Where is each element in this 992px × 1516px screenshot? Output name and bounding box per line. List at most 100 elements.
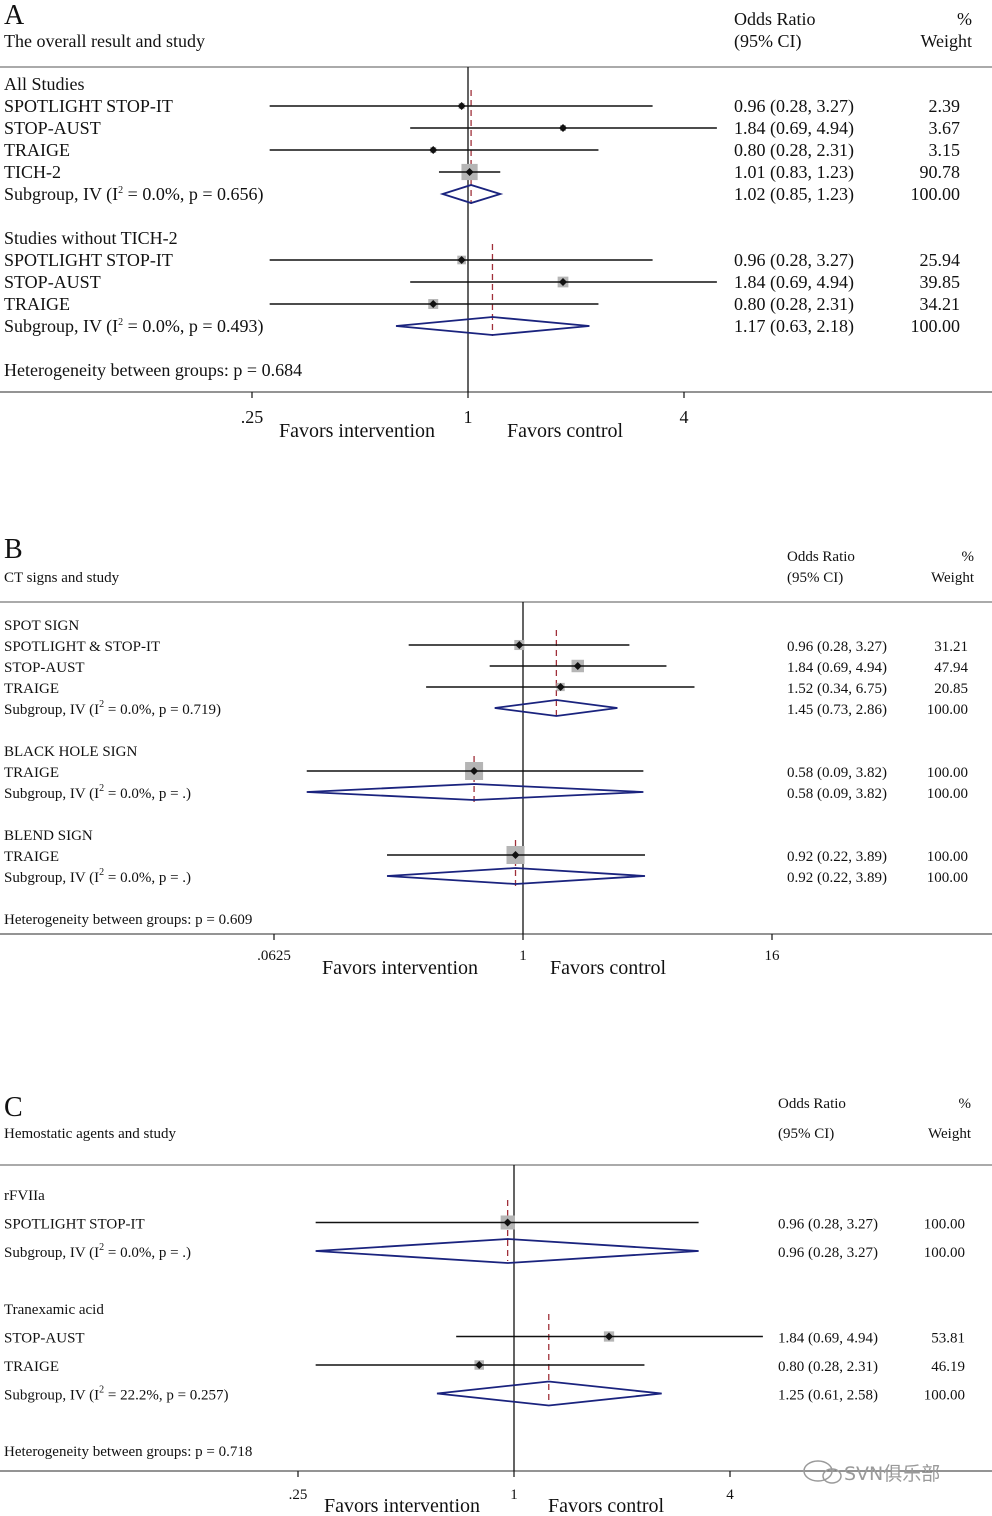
ci-value: 0.96 (0.28, 3.27) (778, 1217, 878, 1233)
subgroup-diamond (494, 699, 618, 717)
study-label: TRAIGE (4, 294, 70, 314)
subgroup-diamond (439, 184, 504, 204)
panel-letter: B (4, 534, 23, 565)
study-label: TRAIGE (4, 1359, 59, 1375)
axis-tick-label: .25 (241, 407, 264, 427)
panel-letter: A (4, 0, 25, 31)
weight-value: 20.85 (934, 681, 968, 697)
subgroup-weight-value: 100.00 (924, 1245, 965, 1261)
study-label: SPOTLIGHT STOP-IT (4, 96, 173, 116)
weight-value: 3.15 (929, 140, 961, 160)
ci-value: 0.80 (0.28, 2.31) (734, 140, 854, 161)
subgroup-label: Subgroup, IV (I2 = 0.0%, p = 0.719) (4, 699, 221, 718)
point-estimate (470, 767, 479, 775)
axis-tick-label: 16 (765, 948, 781, 964)
favors-intervention-label: Favors intervention (322, 957, 478, 979)
study-label: STOP-AUST (4, 272, 101, 292)
percent-header: % (957, 9, 972, 29)
ci-value: 0.80 (0.28, 2.31) (778, 1359, 878, 1375)
study-label: TRAIGE (4, 681, 59, 697)
study-label: TRAIGE (4, 140, 70, 160)
weight-header: Weight (920, 31, 972, 51)
ci-value: 1.52 (0.34, 6.75) (787, 681, 887, 697)
study-label: TICH-2 (4, 162, 61, 182)
subgroup-label: Subgroup, IV (I2 = 0.0%, p = 0.656) (4, 184, 263, 205)
point-estimate (511, 851, 520, 859)
subgroup-label: Subgroup, IV (I2 = 0.0%, p = 0.493) (4, 316, 263, 337)
point-estimate (429, 300, 438, 308)
group-label: BLEND SIGN (4, 828, 93, 844)
ci-value: 1.84 (0.69, 4.94) (778, 1331, 878, 1347)
study-label: STOP-AUST (4, 1331, 85, 1347)
subgroup-diamond (306, 783, 644, 801)
study-label: TRAIGE (4, 765, 59, 781)
axis-tick-label: 1 (464, 407, 473, 427)
odds-ratio-header: Odds Ratio (778, 1096, 846, 1112)
ci-value: 0.92 (0.22, 3.89) (787, 849, 887, 865)
subgroup-diamond (436, 1380, 662, 1407)
weight-value: 46.19 (931, 1359, 965, 1375)
weight-value: 100.00 (927, 849, 968, 865)
subgroup-label: Subgroup, IV (I2 = 0.0%, p = .) (4, 867, 191, 886)
subgroup-weight-value: 100.00 (911, 184, 961, 204)
subgroup-diamond (395, 316, 590, 336)
weight-header: Weight (931, 570, 975, 586)
subgroup-ci-value: 1.45 (0.73, 2.86) (787, 702, 887, 718)
point-estimate (465, 168, 474, 176)
axis-tick-label: .25 (289, 1487, 308, 1503)
favors-control-label: Favors control (550, 957, 667, 979)
subgroup-ci-value: 1.17 (0.63, 2.18) (734, 316, 854, 337)
axis-tick-label: 4 (726, 1487, 734, 1503)
subgroup-block: BLEND SIGN TRAIGE 0.92 (0.22, 3.89) 100.00 S… (4, 828, 968, 886)
subgroup-weight-value: 100.00 (927, 870, 968, 886)
weight-value: 100.00 (927, 765, 968, 781)
point-estimate (429, 146, 438, 154)
ci-value: 0.96 (0.28, 3.27) (734, 250, 854, 271)
point-estimate (605, 1332, 614, 1341)
weight-value: 39.85 (920, 272, 961, 292)
study-label: STOP-AUST (4, 660, 85, 676)
wechat-icon (803, 1460, 833, 1482)
point-estimate (559, 278, 568, 286)
ci-value: 1.84 (0.69, 4.94) (734, 118, 854, 139)
group-label: rFVIIa (4, 1188, 45, 1204)
ci-value: 0.96 (0.28, 3.27) (734, 96, 854, 117)
group-label: Studies without TICH-2 (4, 228, 178, 248)
subgroup-ci-value: 1.02 (0.85, 1.23) (734, 184, 854, 205)
favors-intervention-label: Favors intervention (324, 1495, 480, 1516)
group-label: BLACK HOLE SIGN (4, 744, 137, 760)
subgroup-label: Subgroup, IV (I2 = 0.0%, p = .) (4, 1242, 191, 1261)
group-label: SPOT SIGN (4, 618, 79, 634)
subgroup-weight-value: 100.00 (927, 786, 968, 802)
subgroup-ci-value: 0.96 (0.28, 3.27) (778, 1245, 878, 1261)
subgroup-weight-value: 100.00 (927, 702, 968, 718)
ci-value: 0.58 (0.09, 3.82) (787, 765, 887, 781)
ci-header: (95% CI) (734, 31, 801, 52)
panel-title: CT signs and study (4, 570, 120, 586)
point-estimate (457, 256, 466, 264)
subgroup-block: Tranexamic acid STOP-AUST 1.84 (0.69, 4.94… (4, 1302, 965, 1407)
ci-value: 1.01 (0.83, 1.23) (734, 162, 854, 183)
weight-value: 100.00 (924, 1217, 965, 1233)
group-label: All Studies (4, 74, 85, 94)
odds-ratio-header: Odds Ratio (734, 9, 816, 29)
favors-control-label: Favors control (548, 1495, 665, 1516)
weight-value: 34.21 (920, 294, 961, 314)
watermark-text: SVN俱乐部 (844, 1463, 940, 1485)
weight-value: 90.78 (920, 162, 961, 182)
axis-tick-label: 4 (680, 407, 689, 427)
weight-value: 3.67 (929, 118, 961, 138)
ci-value: 0.80 (0.28, 2.31) (734, 294, 854, 315)
point-estimate (556, 683, 565, 691)
axis-tick-label: 1 (519, 948, 527, 964)
ci-value: 0.96 (0.28, 3.27) (787, 639, 887, 655)
subgroup-weight-value: 100.00 (911, 316, 961, 336)
point-estimate (559, 124, 568, 132)
subgroup-block: SPOT SIGN SPOTLIGHT & STOP-IT 0.96 (0.28, … (4, 618, 969, 718)
panel-c: C Hemostatic agents and study Odds Ratio (9… (0, 1092, 992, 1516)
percent-header: % (962, 549, 975, 565)
